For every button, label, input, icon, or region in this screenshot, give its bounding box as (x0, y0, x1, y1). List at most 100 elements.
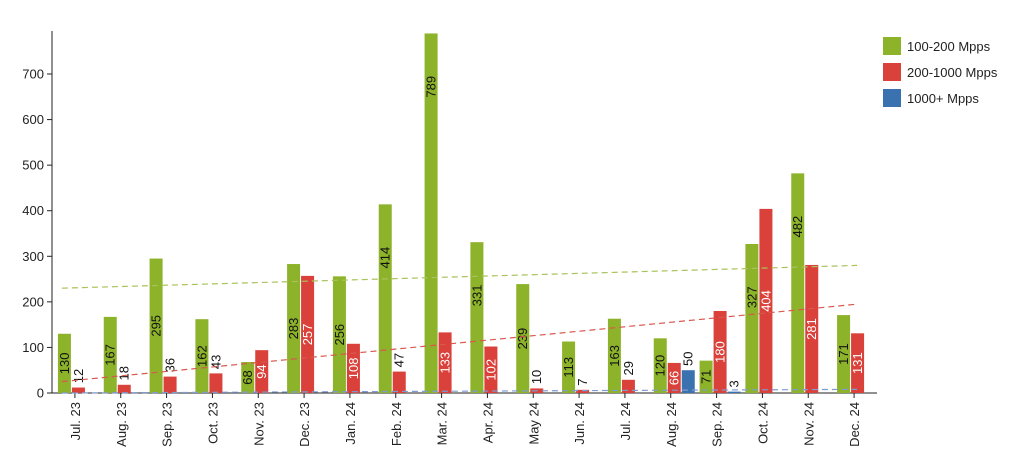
legend-label: 100-200 Mpps (907, 38, 991, 54)
data-label: 414 (378, 247, 393, 269)
x-tick-label: Aug. 23 (114, 402, 129, 447)
x-tick-label: Oct. 24 (755, 402, 770, 444)
bar (576, 389, 590, 393)
data-label: 130 (57, 353, 72, 375)
bar (71, 387, 85, 393)
bar (287, 264, 301, 393)
y-tick-label: 400 (22, 203, 44, 218)
x-tick-label: May 24 (526, 402, 541, 445)
data-label: 66 (667, 371, 682, 385)
data-label: 94 (254, 364, 269, 378)
legend-label: 200-1000 Mpps (907, 64, 998, 80)
x-tick-label: Dec. 24 (847, 402, 862, 447)
x-tick-label: Aug. 24 (664, 402, 679, 447)
bar (255, 350, 269, 393)
data-label: 50 (681, 351, 696, 365)
data-label: 18 (117, 366, 132, 380)
bar (805, 264, 819, 393)
data-label: 171 (836, 343, 851, 365)
legend-label: 1000+ Mpps (907, 90, 979, 106)
bar (621, 379, 635, 393)
bar (562, 341, 576, 393)
x-tick-label: Sep. 24 (710, 402, 725, 447)
y-tick-label: 700 (22, 67, 44, 82)
bar (424, 33, 438, 394)
legend-swatch (883, 89, 901, 107)
trendline (61, 264, 858, 289)
bar (392, 371, 406, 393)
bar (332, 276, 346, 393)
x-tick-label: Jul. 23 (68, 402, 83, 440)
data-label: 163 (607, 345, 622, 367)
x-tick-label: Jul. 24 (618, 402, 633, 440)
bar (378, 204, 392, 393)
x-tick-label: Oct. 23 (205, 402, 220, 444)
data-label: 131 (850, 352, 865, 374)
legend: 100-200 Mpps 200-1000 Mpps 1000+ Mpps (883, 33, 997, 111)
y-tick-label: 300 (22, 249, 44, 264)
bar (851, 333, 865, 393)
y-tick-label: 600 (22, 112, 44, 127)
y-tick-label: 100 (22, 340, 44, 355)
data-label: 180 (713, 341, 728, 363)
bar (57, 333, 71, 393)
bar (163, 376, 177, 393)
bar (745, 243, 759, 393)
legend-swatch (883, 63, 901, 81)
bar (103, 316, 117, 393)
bar (209, 373, 223, 393)
bar (438, 332, 452, 393)
bar (699, 360, 713, 393)
data-label: 327 (744, 286, 759, 308)
trendline (61, 303, 858, 383)
data-label: 10 (529, 370, 544, 384)
bar (516, 284, 530, 393)
x-tick-label: Jan. 24 (343, 402, 358, 445)
x-tick-label: Apr. 24 (480, 402, 495, 443)
y-tick-label: 200 (22, 294, 44, 309)
data-label: 331 (469, 285, 484, 307)
data-label: 789 (424, 76, 439, 98)
data-label: 167 (103, 344, 118, 366)
data-label: 29 (621, 361, 636, 375)
x-tick-label: Dec. 23 (297, 402, 312, 447)
data-label: 239 (515, 328, 530, 350)
legend-item: 100-200 Mpps (883, 33, 997, 59)
x-tick-label: Jun. 24 (572, 402, 587, 445)
bar (667, 362, 681, 393)
bar (791, 173, 805, 393)
x-tick-label: Feb. 24 (389, 402, 404, 446)
x-tick-label: Mar. 24 (435, 402, 450, 445)
data-label: 295 (149, 315, 164, 337)
x-tick-label: Nov. 24 (801, 402, 816, 446)
data-label: 113 (561, 357, 576, 378)
bar (484, 346, 498, 393)
data-label: 120 (653, 355, 668, 377)
bar (346, 343, 360, 393)
bar (681, 370, 695, 393)
data-label: 256 (332, 324, 347, 346)
trendline (61, 388, 858, 394)
data-label: 7 (575, 378, 590, 385)
data-label: 482 (790, 216, 805, 238)
data-label: 108 (346, 358, 361, 380)
bar (470, 242, 484, 393)
data-label: 68 (240, 370, 255, 384)
data-label: 36 (163, 358, 178, 372)
x-tick-label: Nov. 23 (251, 402, 266, 446)
data-label: 43 (208, 355, 223, 369)
bar (837, 315, 851, 393)
data-label: 47 (392, 353, 407, 367)
data-label: 102 (483, 359, 498, 381)
data-label: 162 (194, 345, 209, 367)
bar (727, 391, 741, 393)
legend-item: 200-1000 Mpps (883, 59, 997, 85)
legend-swatch (883, 37, 901, 55)
data-label: 404 (758, 290, 773, 312)
bar (241, 362, 255, 393)
data-label: 281 (804, 318, 819, 340)
y-tick-label: 0 (37, 386, 44, 401)
data-label: 71 (699, 370, 714, 384)
